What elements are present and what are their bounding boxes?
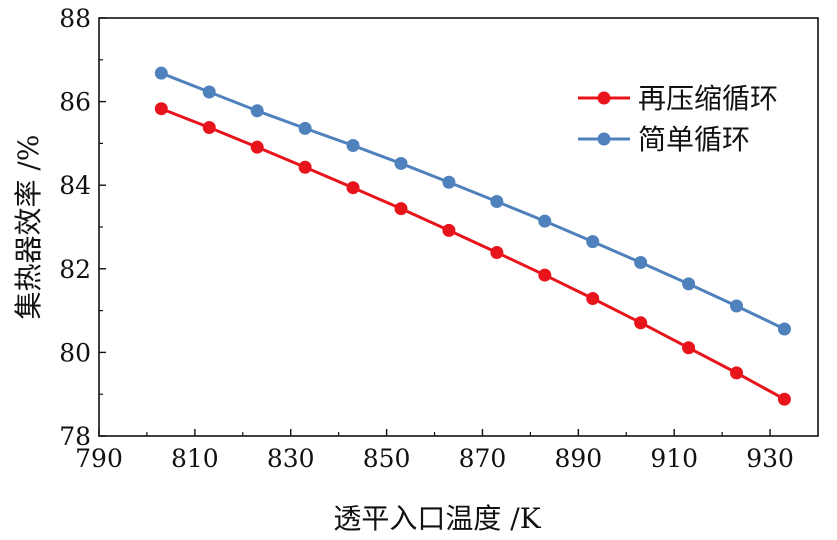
- x-tick-label: 810: [171, 444, 219, 473]
- legend-marker-1: [597, 91, 611, 105]
- series-2-point: [346, 138, 360, 152]
- x-tick-label: 930: [746, 444, 794, 473]
- plot-frame: [98, 17, 819, 437]
- series-2-point: [490, 195, 504, 209]
- series-2-point: [154, 66, 168, 80]
- series-1-point: [682, 341, 696, 355]
- series-1-point: [250, 140, 264, 154]
- x-tick-label: 790: [75, 444, 123, 473]
- y-tick-label: 88: [59, 4, 91, 33]
- series-1-point: [154, 102, 168, 116]
- series-1-point: [394, 202, 408, 216]
- series-2-point: [586, 235, 600, 249]
- series-1-point: [777, 392, 791, 406]
- legend-marker-2: [597, 132, 611, 146]
- series-1-point: [298, 160, 312, 174]
- series-2-point: [202, 85, 216, 99]
- series-2-point: [682, 277, 696, 291]
- series-2-point: [634, 256, 648, 270]
- series-line-1: [160, 107, 786, 401]
- series-2-point: [442, 175, 456, 189]
- y-tick-label: 78: [59, 422, 91, 451]
- series-line-2: [160, 71, 786, 331]
- series-2-point: [730, 299, 744, 313]
- series-2-point: [298, 121, 312, 135]
- series-1-point: [202, 121, 216, 135]
- y-axis-title: 集热器效率 /%: [12, 135, 45, 320]
- series-1-point: [442, 223, 456, 237]
- series-2-point: [777, 322, 791, 336]
- series-1-point: [586, 291, 600, 305]
- axes: 790 810 830 850 870 890 910 930 78 80 82 84 86 88: [59, 4, 819, 473]
- legend-label-1: 再压缩循环: [638, 82, 778, 115]
- series-2-point: [394, 156, 408, 170]
- x-tick-label: 850: [363, 444, 411, 473]
- series-1-point: [634, 316, 648, 330]
- series-2-point: [250, 104, 264, 118]
- y-tick-label: 80: [59, 338, 91, 367]
- y-tick-label: 82: [59, 255, 91, 284]
- x-tick-label: 830: [267, 444, 315, 473]
- y-tick-label: 84: [59, 171, 91, 200]
- x-tick-label: 910: [650, 444, 698, 473]
- x-axis-title: 透平入口温度 /K: [333, 502, 541, 535]
- series-layer: [154, 66, 791, 406]
- x-tick-label: 870: [459, 444, 507, 473]
- series-1-point: [346, 181, 360, 195]
- series-1-point: [538, 268, 552, 282]
- series-2-point: [538, 214, 552, 228]
- x-tick-label: 890: [554, 444, 602, 473]
- legend-label-2: 简单循环: [638, 123, 750, 156]
- series-1-point: [490, 245, 504, 259]
- series-1-point: [730, 366, 744, 380]
- y-tick-label: 86: [59, 88, 91, 117]
